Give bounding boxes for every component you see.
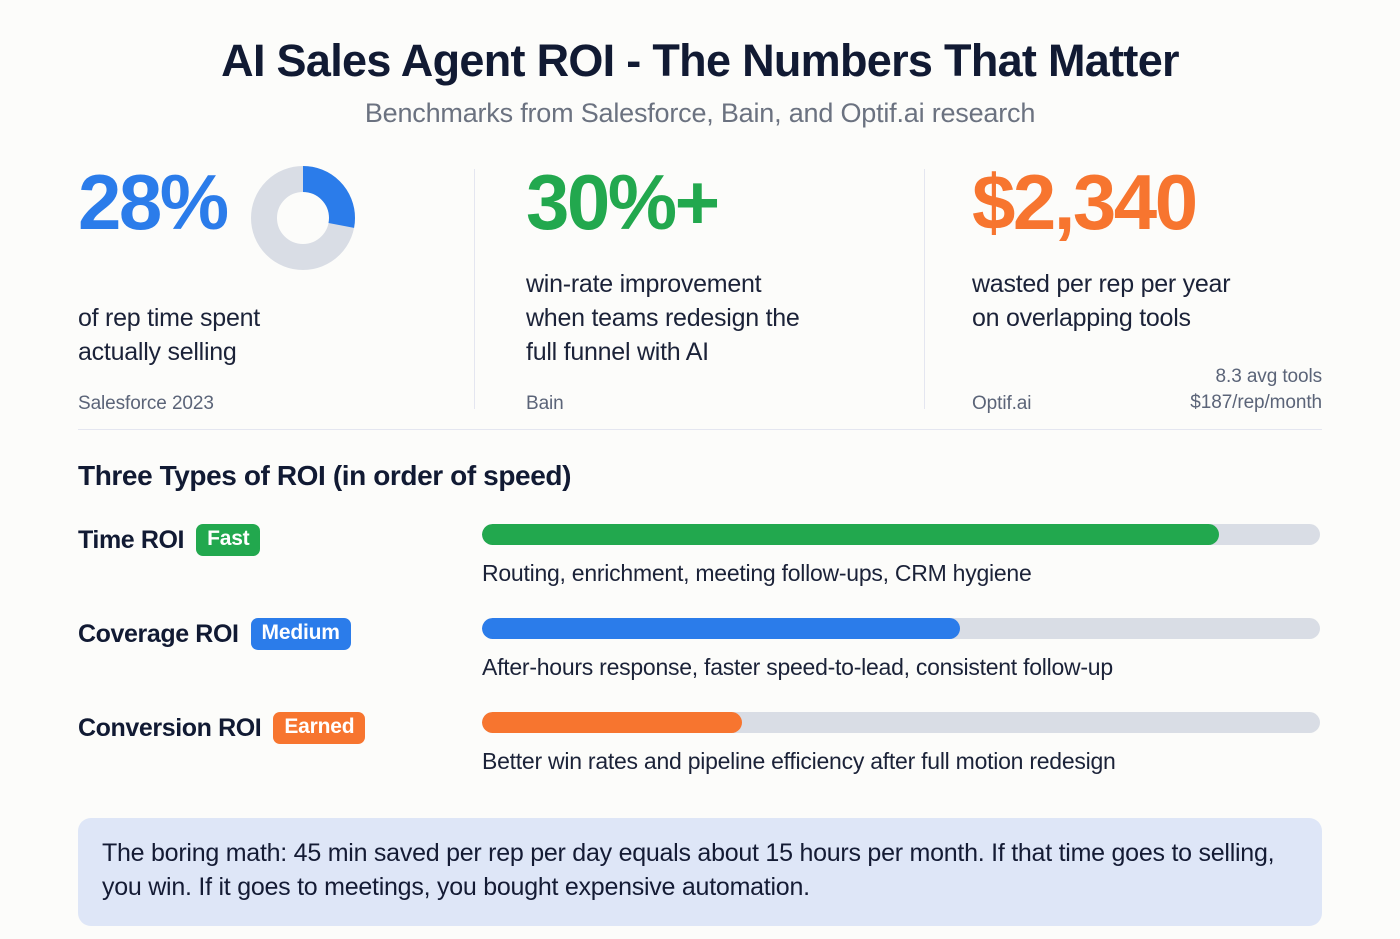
roi-row-label: Time ROI	[78, 525, 185, 554]
progress-track	[482, 618, 1320, 640]
donut-chart-icon	[250, 166, 355, 275]
stat-description: of rep time spent actually selling	[78, 304, 260, 367]
roi-row-label: Coverage ROI	[78, 619, 239, 648]
stat-description: wasted per rep per year on overlapping t…	[972, 270, 1231, 333]
page-title: AI Sales Agent ROI - The Numbers That Ma…	[221, 35, 1179, 86]
header: AI Sales Agent ROI - The Numbers That Ma…	[78, 0, 1322, 129]
stat-value: 28%	[78, 158, 229, 247]
stat-card-rep-time: 28% of rep time spent actually selling S…	[78, 163, 474, 415]
stat-source: Salesforce 2023	[78, 393, 214, 415]
progress-fill	[482, 618, 960, 640]
roi-row-conversion: Conversion ROI Earned Better win rates a…	[78, 702, 1322, 796]
progress-track	[482, 524, 1320, 546]
stat-source: Bain	[526, 393, 564, 415]
page-subtitle: Benchmarks from Salesforce, Bain, and Op…	[364, 98, 1036, 129]
roi-row-header: Time ROI Fast	[78, 514, 482, 557]
roi-list: Time ROI Fast Routing, enrichment, meeti…	[78, 514, 1322, 796]
roi-row-header: Coverage ROI Medium	[78, 608, 482, 651]
progress-track	[482, 712, 1320, 734]
progress-fill	[482, 712, 742, 734]
stat-value: 30%+	[526, 158, 720, 247]
stats-row: 28% of rep time spent actually selling S…	[78, 163, 1322, 415]
stat-headline: $2,340	[972, 163, 1322, 241]
roi-row-caption: After-hours response, faster speed-to-le…	[482, 654, 1113, 681]
roi-row-time: Time ROI Fast Routing, enrichment, meeti…	[78, 514, 1322, 608]
stat-description: win-rate improvement when teams redesign…	[526, 270, 800, 367]
roi-row-label: Conversion ROI	[78, 713, 262, 742]
roi-row-caption: Routing, enrichment, meeting follow-ups,…	[482, 560, 1032, 587]
stat-headline: 30%+	[526, 163, 924, 241]
roi-row-body: Better win rates and pipeline efficiency…	[482, 702, 1322, 775]
stat-note: 8.3 avg tools $187/rep/month	[1190, 366, 1322, 413]
roi-row-body: After-hours response, faster speed-to-le…	[482, 608, 1322, 681]
progress-fill	[482, 524, 1220, 546]
roi-row-header: Conversion ROI Earned	[78, 702, 482, 745]
callout-box: The boring math: 45 min saved per rep pe…	[78, 818, 1322, 927]
status-badge: Fast	[196, 524, 261, 557]
roi-row-caption: Better win rates and pipeline efficiency…	[482, 748, 1116, 775]
stat-footer: Optif.ai 8.3 avg tools $187/rep/month	[972, 364, 1322, 415]
roi-row-coverage: Coverage ROI Medium After-hours response…	[78, 608, 1322, 702]
stat-card-wasted-spend: $2,340 wasted per rep per year on overla…	[924, 163, 1322, 415]
roi-row-body: Routing, enrichment, meeting follow-ups,…	[482, 514, 1322, 587]
section-divider	[78, 429, 1322, 431]
stat-source: Optif.ai	[972, 393, 1032, 415]
status-badge: Medium	[250, 618, 351, 651]
stat-headline: 28%	[78, 163, 474, 275]
stat-footer: Bain	[526, 393, 924, 415]
stat-card-win-rate: 30%+ win-rate improvement when teams red…	[474, 163, 924, 415]
stat-footer: Salesforce 2023	[78, 393, 474, 415]
status-badge: Earned	[273, 712, 366, 745]
roi-section-title: Three Types of ROI (in order of speed)	[78, 460, 572, 492]
stat-value: $2,340	[972, 158, 1198, 247]
